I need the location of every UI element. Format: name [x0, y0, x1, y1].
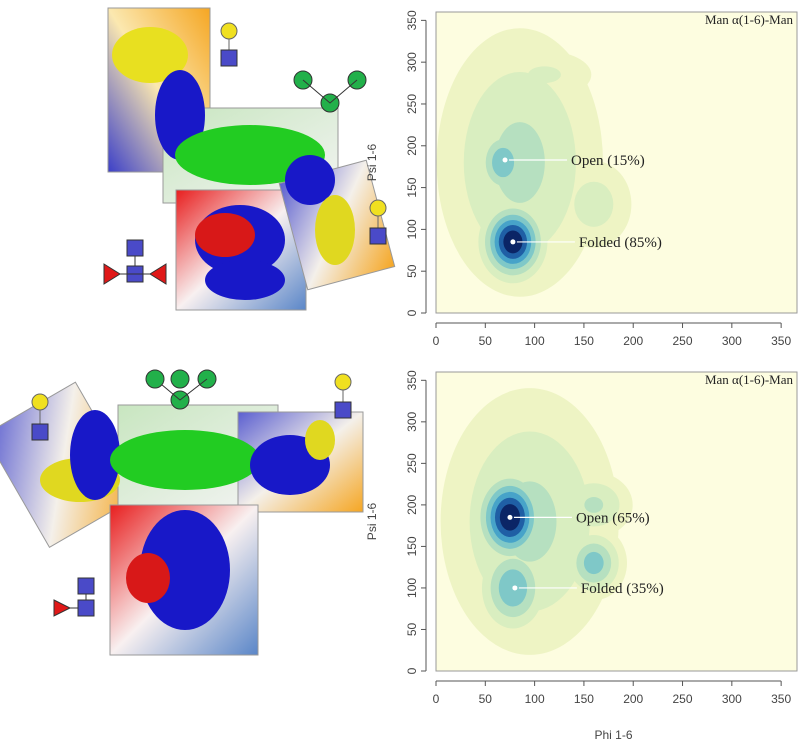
y-tick-label: 300 — [405, 52, 419, 72]
x-tick-label: 300 — [722, 692, 742, 706]
y-tick-label: 150 — [405, 177, 419, 197]
x-tick-label: 150 — [574, 692, 594, 706]
x-tick-label: 50 — [479, 692, 493, 706]
molecule-illustration — [0, 369, 364, 656]
x-tick-label: 300 — [722, 334, 742, 348]
y-tick-label: 150 — [405, 536, 419, 556]
x-tick-label: 200 — [623, 692, 643, 706]
x-tick-label: 200 — [623, 334, 643, 348]
x-tick-label: 50 — [479, 334, 493, 348]
annotation-label: Open (65%) — [576, 510, 650, 526]
x-tick-label: 100 — [525, 692, 545, 706]
y-tick-label: 100 — [405, 578, 419, 598]
annotation-point — [507, 514, 513, 520]
x-tick-label: 150 — [574, 334, 594, 348]
x-tick-label: 0 — [433, 692, 440, 706]
density-level — [492, 147, 515, 178]
y-tick-label: 100 — [405, 219, 419, 239]
y-tick-label: 50 — [405, 622, 419, 636]
y-tick-label: 0 — [405, 309, 419, 316]
annotation-label: Folded (35%) — [581, 581, 664, 597]
annotation-label: Open (15%) — [571, 153, 645, 169]
x-tick-label: 250 — [673, 334, 693, 348]
y-tick-label: 0 — [405, 667, 419, 674]
annotation-point — [510, 239, 516, 245]
y-tick-label: 300 — [405, 412, 419, 432]
y-tick-label: 250 — [405, 94, 419, 114]
annotation-point — [512, 585, 518, 591]
x-axis-label: Phi 1-6 — [594, 728, 632, 742]
density-plot: Man α(1-6)-Man Open (65%) Folded (35%) 0 50 1… — [365, 370, 798, 742]
chart-title: Man α(1-6)-Man — [705, 372, 794, 387]
annotation-point — [502, 157, 508, 163]
y-tick-label: 350 — [405, 10, 419, 30]
chart-title: Man α(1-6)-Man — [705, 12, 794, 27]
density-level — [528, 66, 561, 84]
density-level — [584, 496, 604, 513]
x-tick-label: 100 — [525, 334, 545, 348]
density-plot: Man α(1-6)-Man Open (15%) Folded (85%) 0 50 1… — [365, 10, 798, 348]
density-level — [583, 551, 604, 575]
annotation-label: Folded (85%) — [579, 235, 662, 251]
y-tick-label: 200 — [405, 495, 419, 515]
x-tick-label: 350 — [771, 692, 791, 706]
y-axis-label: Psi 1-6 — [365, 503, 379, 541]
y-tick-label: 350 — [405, 370, 419, 390]
y-tick-label: 50 — [405, 264, 419, 278]
y-axis-label: Psi 1-6 — [365, 144, 379, 182]
molecule-illustration — [103, 7, 396, 311]
y-tick-label: 250 — [405, 453, 419, 473]
density-level — [574, 181, 614, 227]
x-tick-label: 0 — [433, 334, 440, 348]
x-tick-label: 250 — [673, 692, 693, 706]
x-tick-label: 350 — [771, 334, 791, 348]
y-tick-label: 200 — [405, 135, 419, 155]
